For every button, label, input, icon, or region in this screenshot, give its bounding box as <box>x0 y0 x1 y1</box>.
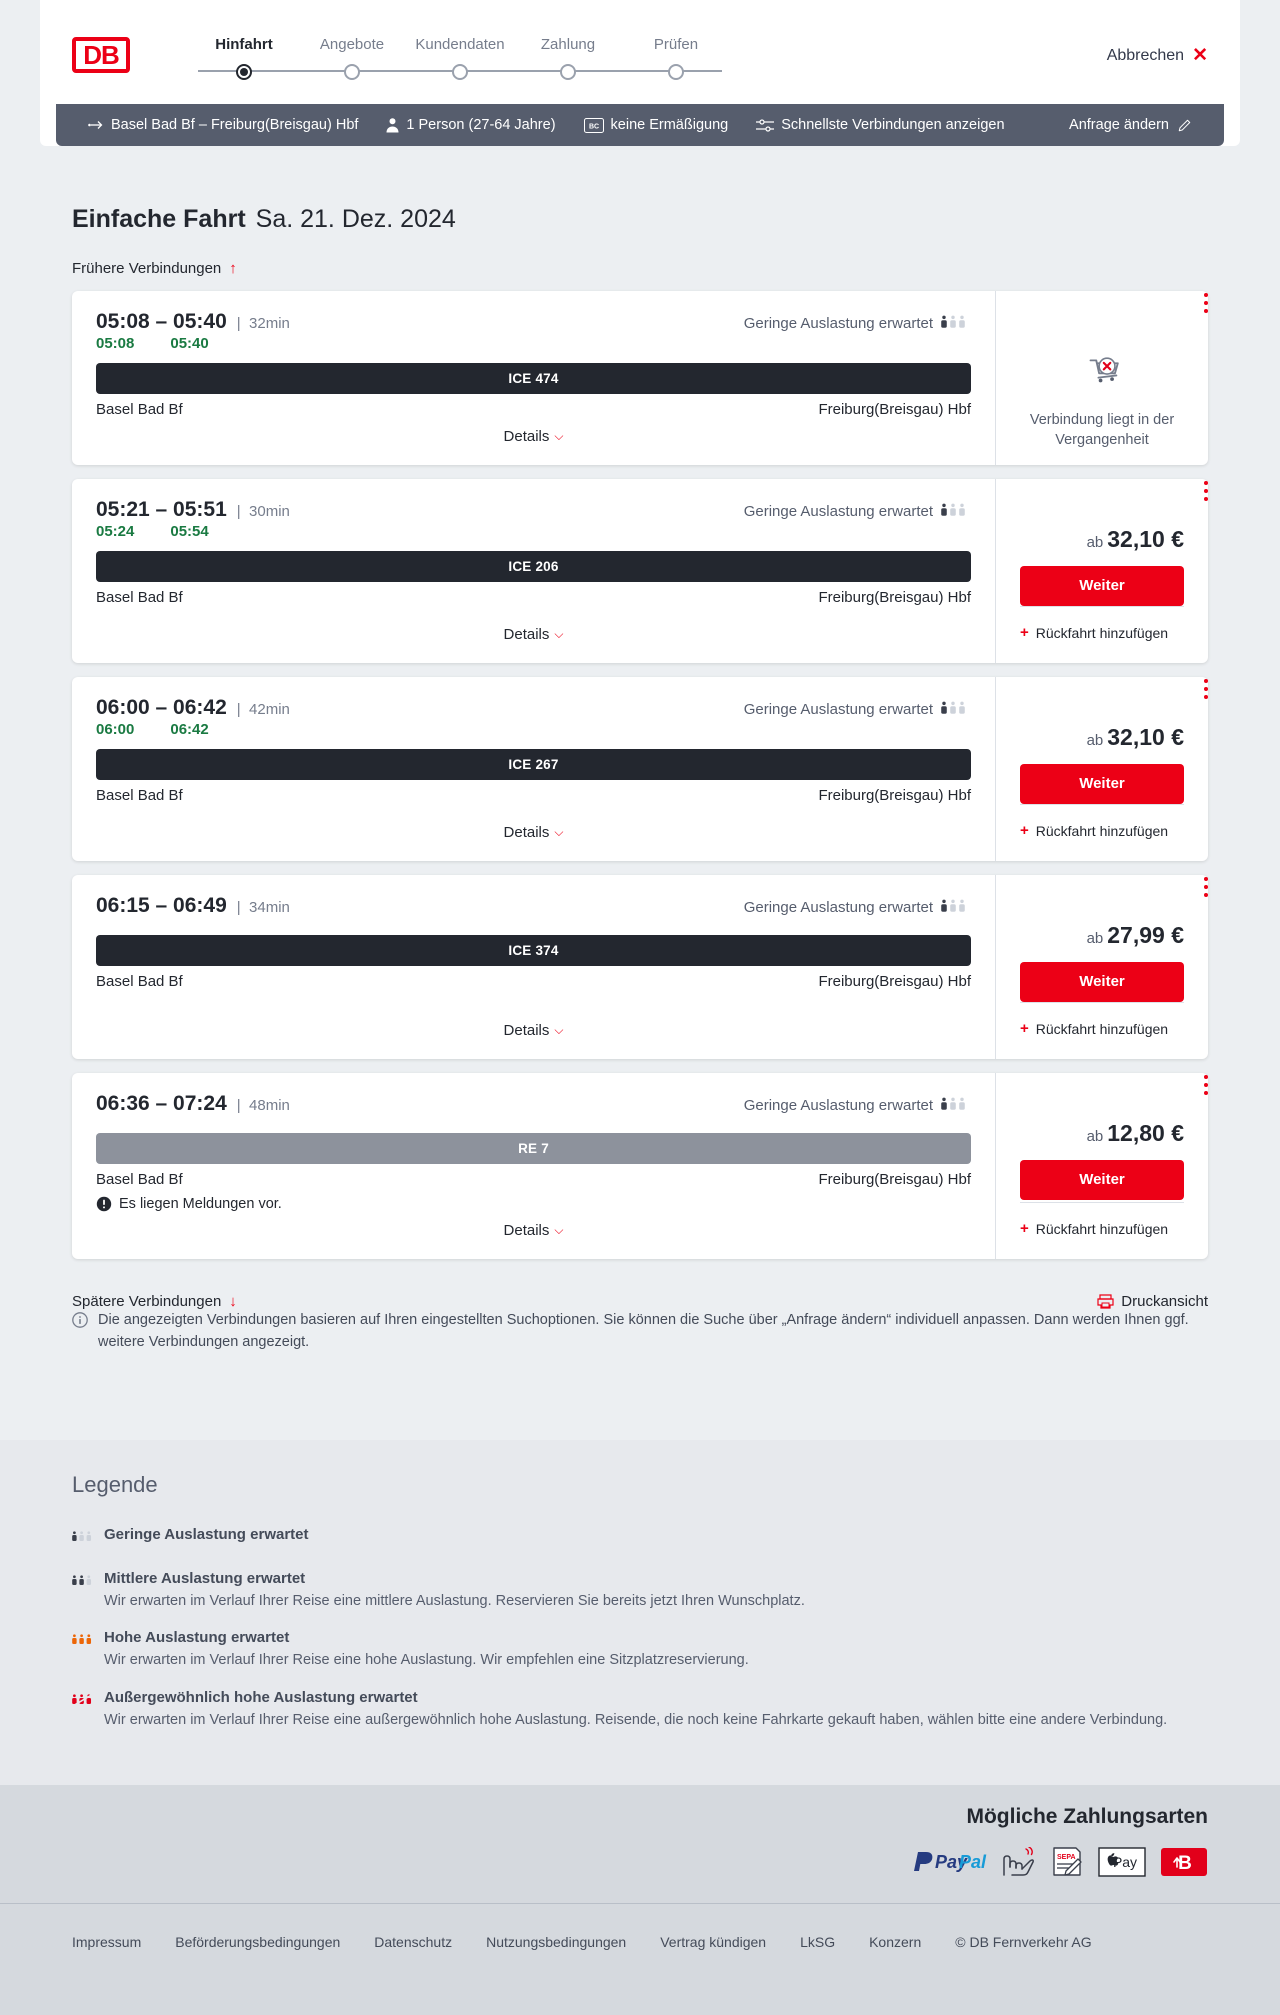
svg-text:Pal: Pal <box>959 1852 987 1872</box>
svg-text:BC: BC <box>588 123 598 130</box>
svg-text:B: B <box>1178 1853 1192 1874</box>
svg-text:SEPA: SEPA <box>1057 1854 1076 1861</box>
